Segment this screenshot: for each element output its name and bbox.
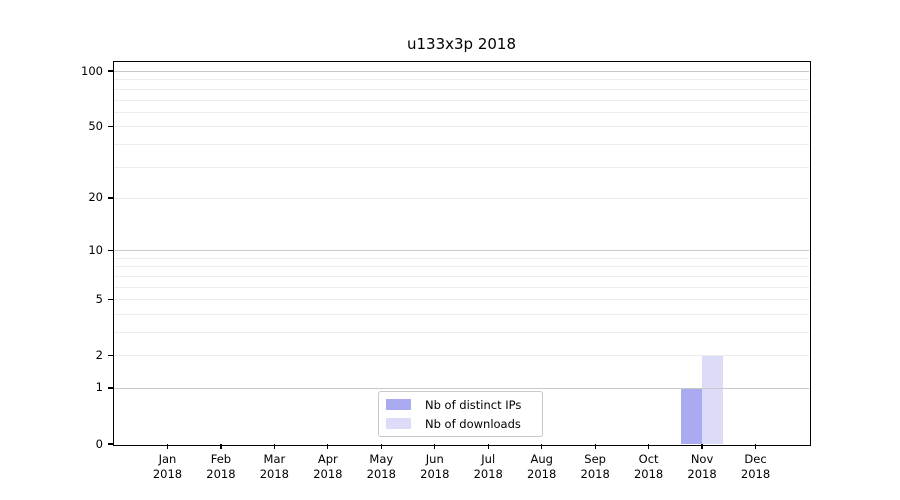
y-gridline-minor <box>114 313 809 315</box>
y-gridline-minor <box>114 257 809 259</box>
y-tick-mark <box>108 443 114 445</box>
bar-nb-of-distinct-ips-nov-2018 <box>680 387 703 444</box>
x-tick-month: May <box>369 452 394 466</box>
y-tick-mark <box>108 125 114 127</box>
y-gridline-minor <box>114 286 809 288</box>
x-tick-label: Nov 2018 <box>662 452 742 482</box>
x-tick-mark <box>434 444 436 449</box>
y-gridline-minor <box>114 197 809 199</box>
y-gridline-major <box>114 250 809 252</box>
y-gridline-minor <box>114 88 809 90</box>
x-tick-year: 2018 <box>206 467 236 481</box>
y-tick-mark <box>108 354 114 356</box>
x-tick-label: Jun 2018 <box>395 452 475 482</box>
x-tick-year: 2018 <box>152 467 183 481</box>
x-tick-label: Aug 2018 <box>502 452 582 482</box>
x-tick-year: 2018 <box>259 467 290 481</box>
y-gridline-minor <box>114 166 809 168</box>
y-tick-label: 2 <box>95 347 103 362</box>
x-tick-year: 2018 <box>580 467 610 481</box>
y-gridline-minor <box>114 266 809 268</box>
x-tick-mark <box>541 444 543 449</box>
x-tick-month: Aug <box>530 452 553 466</box>
x-tick-month: Oct <box>638 452 659 466</box>
legend-item: Nb of downloads <box>386 417 535 431</box>
y-tick-mark <box>108 197 114 199</box>
y-gridline-minor <box>114 99 809 101</box>
x-tick-label: Oct 2018 <box>609 452 689 482</box>
x-tick-year: 2018 <box>740 467 771 481</box>
x-tick-year: 2018 <box>420 467 450 481</box>
legend-label: Nb of downloads <box>425 416 521 431</box>
chart-title: u133x3p 2018 <box>406 35 517 53</box>
legend-swatch-icon <box>386 418 411 429</box>
x-tick-mark <box>701 444 703 449</box>
x-tick-year: 2018 <box>633 467 664 481</box>
y-tick-mark <box>108 298 114 300</box>
legend: Nb of distinct IPs Nb of downloads <box>378 391 543 437</box>
y-tick-mark <box>108 249 114 251</box>
y-tick-mark <box>108 387 114 389</box>
x-tick-mark <box>380 444 382 449</box>
y-gridline-minor <box>114 331 809 333</box>
x-tick-mark <box>487 444 489 449</box>
x-tick-label: Feb 2018 <box>181 452 261 482</box>
y-gridline-major <box>114 71 809 73</box>
legend-item: Nb of distinct IPs <box>386 398 535 412</box>
y-tick-label: 0 <box>95 436 103 451</box>
x-tick-mark <box>647 444 650 449</box>
x-tick-mark <box>166 444 169 449</box>
x-tick-month: Apr <box>317 452 338 466</box>
y-gridline-minor <box>114 79 809 81</box>
y-tick-label: 50 <box>88 118 103 133</box>
x-tick-year: 2018 <box>313 467 343 481</box>
x-tick-label: Apr 2018 <box>288 452 368 482</box>
x-tick-year: 2018 <box>687 467 717 481</box>
y-gridline-minor <box>114 111 809 113</box>
y-tick-label: 1 <box>95 380 103 395</box>
x-tick-mark <box>594 444 596 449</box>
x-tick-month: Jul <box>481 452 496 466</box>
x-tick-mark <box>754 444 757 449</box>
y-tick-mark <box>108 70 114 72</box>
x-tick-month: Feb <box>210 452 232 466</box>
x-tick-label: Jul 2018 <box>448 452 528 482</box>
y-gridline-major <box>114 387 809 389</box>
x-tick-label: May 2018 <box>341 452 421 482</box>
x-tick-month: Nov <box>690 452 714 466</box>
x-tick-month: Sep <box>584 452 606 466</box>
x-tick-month: Jun <box>425 452 444 466</box>
x-tick-label: Jan 2018 <box>127 452 207 482</box>
x-tick-label: Sep 2018 <box>555 452 635 482</box>
x-tick-label: Dec 2018 <box>716 452 796 482</box>
y-gridline-minor <box>114 275 809 277</box>
x-tick-label: Mar 2018 <box>234 452 314 482</box>
y-tick-label: 5 <box>95 291 103 306</box>
y-tick-label: 20 <box>88 190 103 205</box>
legend-label: Nb of distinct IPs <box>425 397 522 412</box>
x-tick-month: Jan <box>158 452 177 466</box>
x-tick-mark <box>273 444 276 449</box>
y-gridline-minor <box>114 355 809 357</box>
x-tick-mark <box>220 444 222 449</box>
bar-nb-of-downloads-nov-2018 <box>702 355 724 444</box>
y-gridline-minor <box>114 299 809 301</box>
legend-swatch-icon <box>386 399 411 410</box>
x-tick-year: 2018 <box>366 467 396 481</box>
x-tick-year: 2018 <box>473 467 503 481</box>
y-tick-label: 10 <box>88 242 103 257</box>
x-tick-year: 2018 <box>527 467 557 481</box>
x-tick-month: Dec <box>744 452 767 466</box>
x-tick-mark <box>327 444 329 449</box>
x-tick-month: Mar <box>263 452 286 466</box>
y-gridline-minor <box>114 143 809 145</box>
y-tick-label: 100 <box>81 63 103 78</box>
y-gridline-minor <box>114 126 809 128</box>
